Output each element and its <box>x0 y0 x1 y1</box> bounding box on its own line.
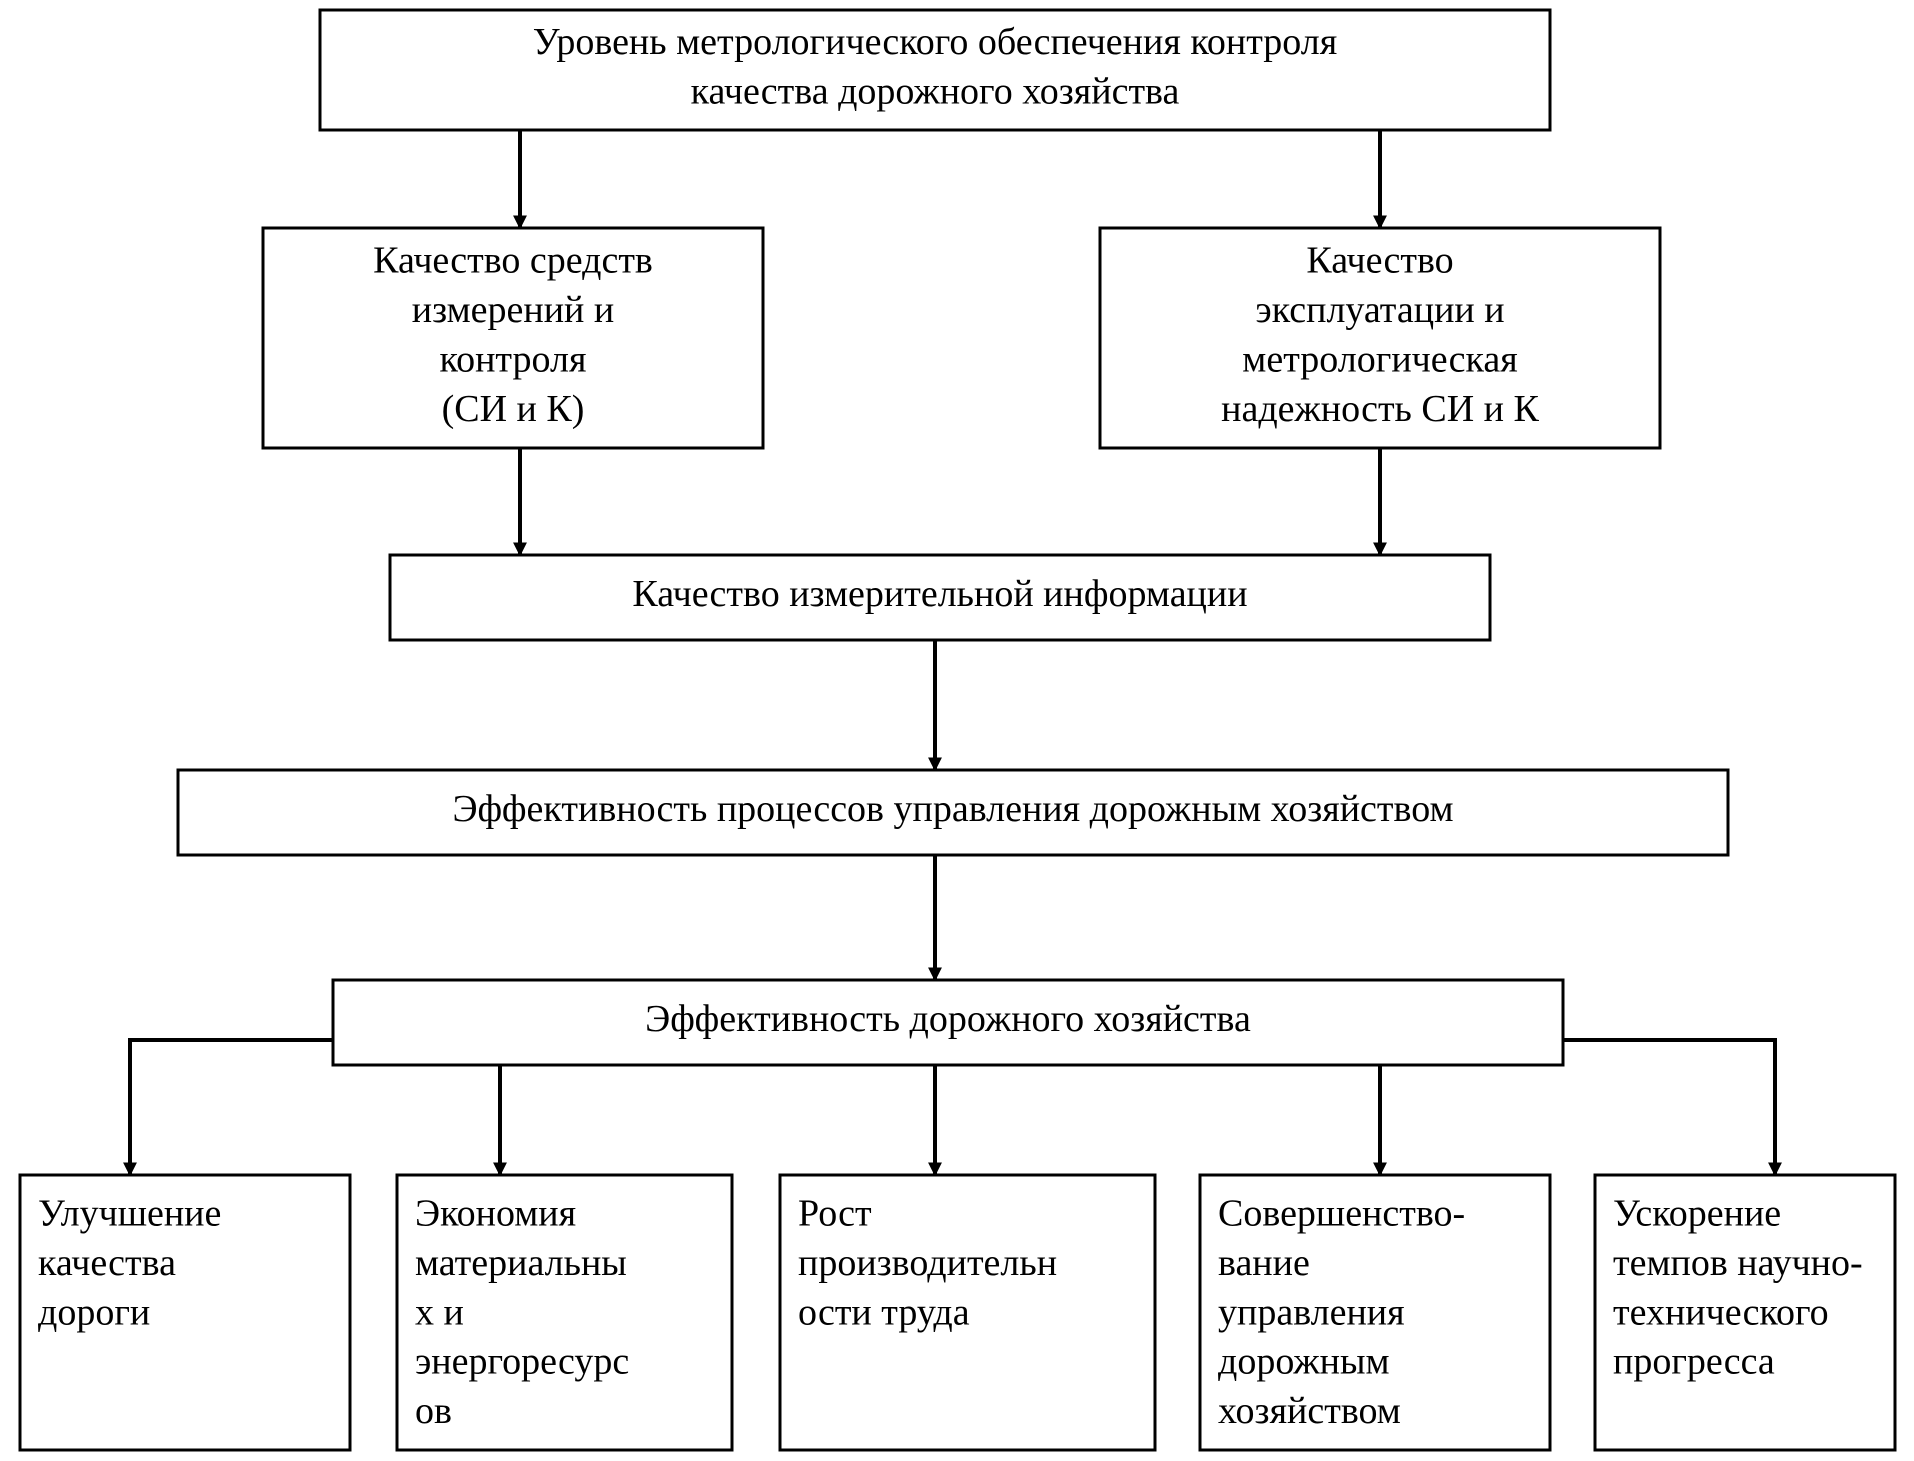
node-label: Совершенство- <box>1218 1193 1465 1235</box>
node-label: Качество измерительной информации <box>632 573 1247 615</box>
node-label: х и <box>415 1291 464 1333</box>
node-label: Экономия <box>415 1193 576 1235</box>
node-label: контроля <box>440 338 587 380</box>
node-n7: Улучшение качества дороги <box>20 1175 350 1450</box>
node-label: эксплуатации и <box>1255 289 1504 331</box>
node-label: качества дорожного хозяйства <box>691 70 1180 112</box>
node-n9: Рост производительн ости труда <box>780 1175 1155 1450</box>
node-n4: Качество измерительной информации <box>390 555 1490 640</box>
node-label: ости труда <box>798 1291 970 1333</box>
node-label: Эффективность процессов управления дорож… <box>452 788 1453 830</box>
node-label: энергоресурс <box>415 1341 629 1383</box>
node-label: производительн <box>798 1242 1057 1284</box>
node-label: дорожным <box>1218 1341 1390 1383</box>
node-label: управления <box>1218 1291 1405 1333</box>
node-label: материальны <box>415 1242 627 1284</box>
node-label: хозяйством <box>1218 1390 1401 1432</box>
node-n8: Экономия материальны х и энергоресурс ов <box>397 1175 732 1450</box>
node-n6: Эффективность дорожного хозяйства <box>333 980 1563 1065</box>
node-label: метрологическая <box>1242 338 1517 380</box>
node-n10: Совершенство-вание управления дорожным хозя… <box>1200 1175 1550 1450</box>
node-label: темпов научно- <box>1613 1242 1863 1284</box>
node-label: Качество средств <box>373 240 653 282</box>
node-label: Рост <box>798 1193 872 1235</box>
node-n1: Уровень метрологического обеспечения кон… <box>320 10 1550 130</box>
node-label: (СИ и К) <box>442 388 585 430</box>
node-label: ов <box>415 1390 452 1432</box>
node-label: надежность СИ и К <box>1221 388 1539 430</box>
node-label: Улучшение <box>38 1193 221 1235</box>
node-label: прогресса <box>1613 1341 1775 1383</box>
node-label: вание <box>1218 1242 1310 1284</box>
node-n3: Качество эксплуатации и метрологическая над… <box>1100 228 1660 448</box>
node-label: Ускорение <box>1613 1193 1781 1235</box>
nodes-layer: Уровень метрологического обеспечения кон… <box>20 10 1895 1450</box>
node-label: Эффективность дорожного хозяйства <box>645 998 1251 1040</box>
node-label: технического <box>1613 1291 1829 1333</box>
edge <box>130 1040 333 1175</box>
node-label: качества <box>38 1242 176 1284</box>
node-label: дороги <box>38 1291 150 1333</box>
node-n5: Эффективность процессов управления дорож… <box>178 770 1728 855</box>
node-label: Качество <box>1306 240 1453 282</box>
node-label: измерений и <box>412 289 614 331</box>
node-n2: Качество средств измерений и контроля (СИ и… <box>263 228 763 448</box>
node-n11: Ускорение темпов научно-технического прогр… <box>1595 1175 1895 1450</box>
node-label: Уровень метрологического обеспечения кон… <box>533 21 1337 63</box>
flowchart-canvas: Уровень метрологического обеспечения кон… <box>0 0 1914 1461</box>
edge <box>1563 1040 1775 1175</box>
